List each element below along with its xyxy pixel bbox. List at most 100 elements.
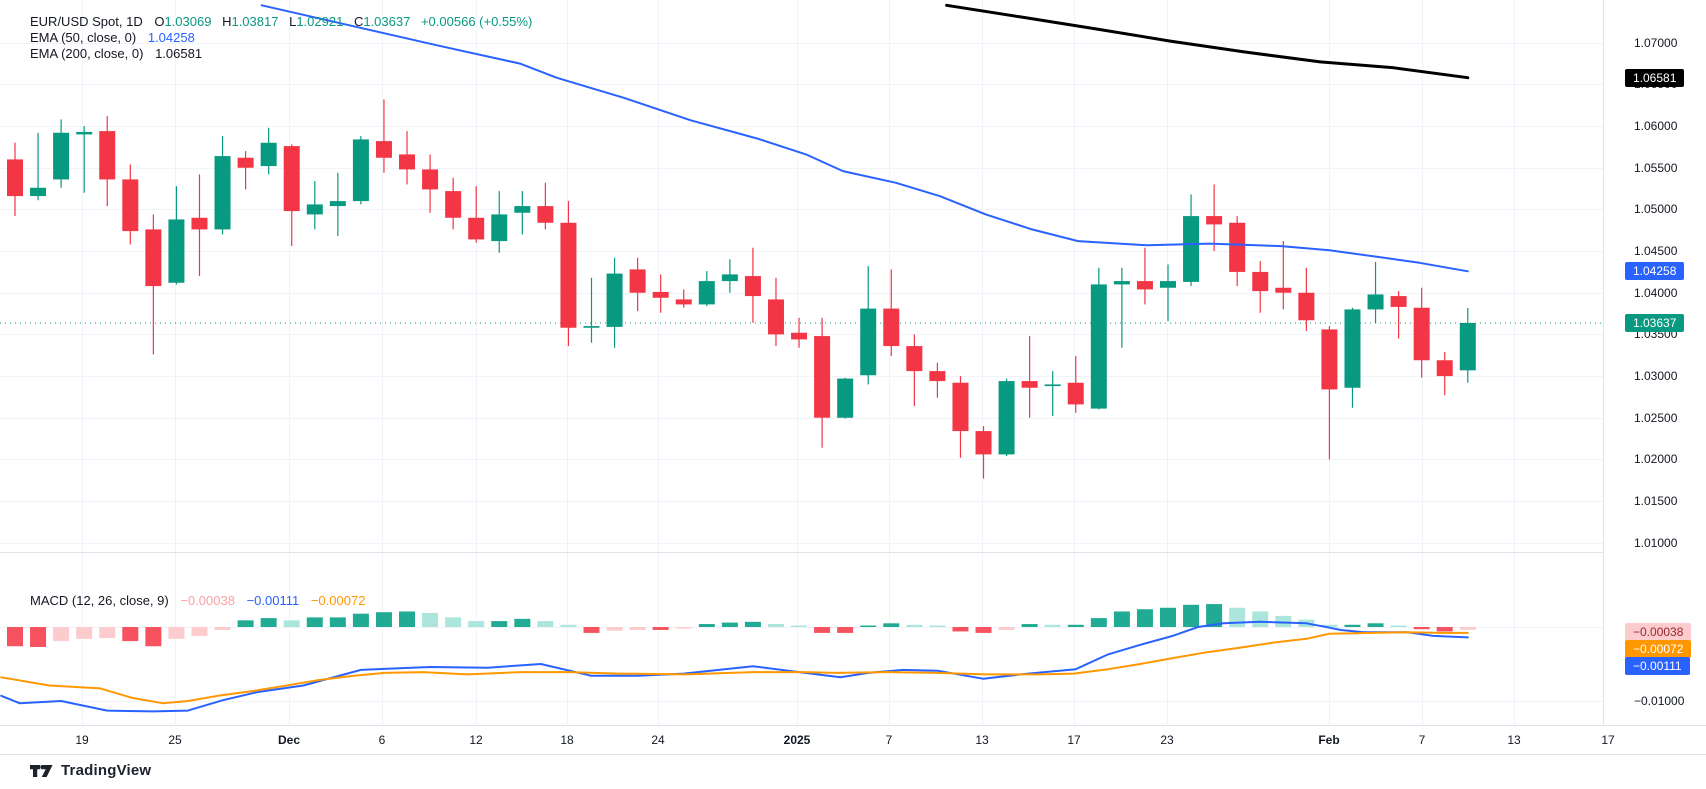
- macd-histogram-bar: [53, 627, 70, 642]
- macd-histogram-bar: [1229, 607, 1246, 627]
- open-value: O1.03069: [154, 14, 212, 29]
- candle-wick: [37, 132, 39, 201]
- candle-body: [791, 332, 808, 340]
- candle-body: [422, 169, 439, 190]
- price-axis-label: 1.07000: [1634, 35, 1678, 50]
- candle-body: [168, 219, 185, 283]
- candle-body: [1436, 360, 1453, 377]
- candle-body: [698, 281, 715, 305]
- macd-histogram-bar: [952, 627, 969, 632]
- ema50-label[interactable]: EMA (50, close, 0): [30, 30, 137, 45]
- macd-histogram-bar: [1090, 618, 1107, 627]
- ema200-value-badge: 1.06581: [1625, 68, 1685, 87]
- candle-wick: [590, 277, 593, 343]
- macd-histogram-bar: [491, 621, 508, 627]
- high-value: H1.03817: [222, 14, 279, 29]
- macd-histogram-bar: [675, 627, 692, 629]
- macd-histogram-bar: [1067, 624, 1084, 627]
- macd-histogram-bar: [929, 625, 946, 627]
- macd-histogram-bar: [883, 623, 900, 627]
- macd-histogram-bar: [375, 612, 392, 627]
- candle-body: [1021, 381, 1038, 388]
- candle-body: [399, 154, 416, 170]
- close-value: C1.03637: [353, 14, 411, 29]
- ema50-line: [260, 4, 1469, 273]
- symbol-title[interactable]: EUR/USD Spot, 1D: [30, 14, 143, 29]
- change-value: +0.00566 (+0.55%): [420, 14, 533, 29]
- macd-histogram-bar: [214, 627, 231, 630]
- price-axis-label: 1.05000: [1634, 202, 1678, 217]
- time-axis-label: 24: [651, 733, 665, 747]
- price-axis-label: 1.04000: [1634, 285, 1678, 300]
- macd-histogram-bar: [7, 627, 23, 647]
- macd-histogram-bar: [1183, 604, 1200, 627]
- tradingview-logo[interactable]: TradingView: [30, 762, 151, 779]
- macd-histogram-bar: [629, 627, 646, 630]
- macd-signal-badge: −0.00072: [1625, 640, 1692, 658]
- ema50-value: 1.04258: [147, 30, 195, 45]
- candle-body: [1044, 384, 1061, 387]
- macd-histogram-bar: [1021, 624, 1038, 627]
- time-axis-label: 23: [1160, 733, 1174, 747]
- macd-axis-label: −0.01000: [1634, 694, 1685, 708]
- candle-body: [675, 299, 692, 305]
- macd-histogram-bar: [283, 620, 300, 627]
- price-axis[interactable]: 1.070001.065001.060001.055001.050001.045…: [1603, 0, 1706, 753]
- price-axis-label: 1.06000: [1634, 119, 1678, 134]
- macd-histogram-bar: [537, 621, 554, 627]
- macd-line-badge: −0.00111: [1625, 657, 1690, 675]
- candle-body: [283, 146, 300, 212]
- candle-body: [491, 214, 508, 242]
- macd-histogram-bar: [791, 625, 808, 627]
- candle-body: [883, 308, 900, 347]
- price-axis-label: 1.02500: [1634, 410, 1678, 425]
- candle-body: [1298, 292, 1315, 321]
- macd-histogram-bar: [1136, 609, 1153, 627]
- time-axis-label: Dec: [277, 733, 301, 747]
- macd-label[interactable]: MACD (12, 26, close, 9): [30, 593, 169, 608]
- candle-body: [1344, 309, 1361, 388]
- candle-wick: [383, 99, 385, 173]
- main-chart[interactable]: [0, 0, 1603, 725]
- time-axis[interactable]: 19 25 Dec 6 12 18 24 2025 7 13 17 23 Feb 7 13 17: [0, 725, 1706, 755]
- bottom-strip: TradingView: [0, 754, 1706, 789]
- macd-histogram-bar: [975, 627, 992, 633]
- candle-body: [76, 131, 93, 135]
- macd-histogram-bar: [1459, 627, 1476, 630]
- macd-histogram-bar: [652, 627, 669, 630]
- macd-histogram-value: −0.00038: [180, 593, 235, 608]
- candle-body: [122, 179, 139, 232]
- candle-body: [560, 222, 577, 328]
- ema50-legend-row: EMA (50, close, 0) 1.04258: [30, 30, 532, 45]
- macd-histogram-bar: [606, 627, 623, 631]
- macd-histogram-bar: [30, 627, 47, 647]
- macd-histogram-bar: [1390, 625, 1407, 627]
- macd-histogram-bar: [260, 618, 277, 627]
- macd-histogram-bar: [767, 624, 784, 627]
- macd-histogram-bar: [998, 627, 1015, 630]
- macd-histogram-bar: [468, 621, 485, 627]
- price-axis-label: 1.01500: [1634, 494, 1678, 509]
- candle-body: [837, 378, 854, 418]
- candle-body: [214, 156, 231, 230]
- candle-wick: [245, 151, 247, 190]
- macd-histogram-bar: [860, 625, 877, 627]
- macd-histogram-bar: [814, 627, 831, 633]
- macd-histogram-bar: [1275, 615, 1292, 627]
- candle-wick: [475, 186, 477, 243]
- candle-body: [30, 187, 47, 197]
- candle-body: [145, 229, 162, 287]
- macd-histogram-bar: [1344, 624, 1361, 627]
- macd-histogram-bar: [514, 618, 531, 627]
- candle-body: [860, 308, 877, 376]
- candle-wick: [1121, 267, 1123, 348]
- candle-wick: [1398, 291, 1400, 339]
- candle-body: [1136, 281, 1153, 290]
- candle-body: [975, 431, 992, 455]
- time-axis-label: 13: [1507, 733, 1521, 747]
- macd-histogram-bar: [99, 627, 116, 639]
- ema200-label[interactable]: EMA (200, close, 0): [30, 46, 144, 61]
- macd-histogram-bar: [698, 624, 715, 627]
- candle-body: [53, 132, 70, 180]
